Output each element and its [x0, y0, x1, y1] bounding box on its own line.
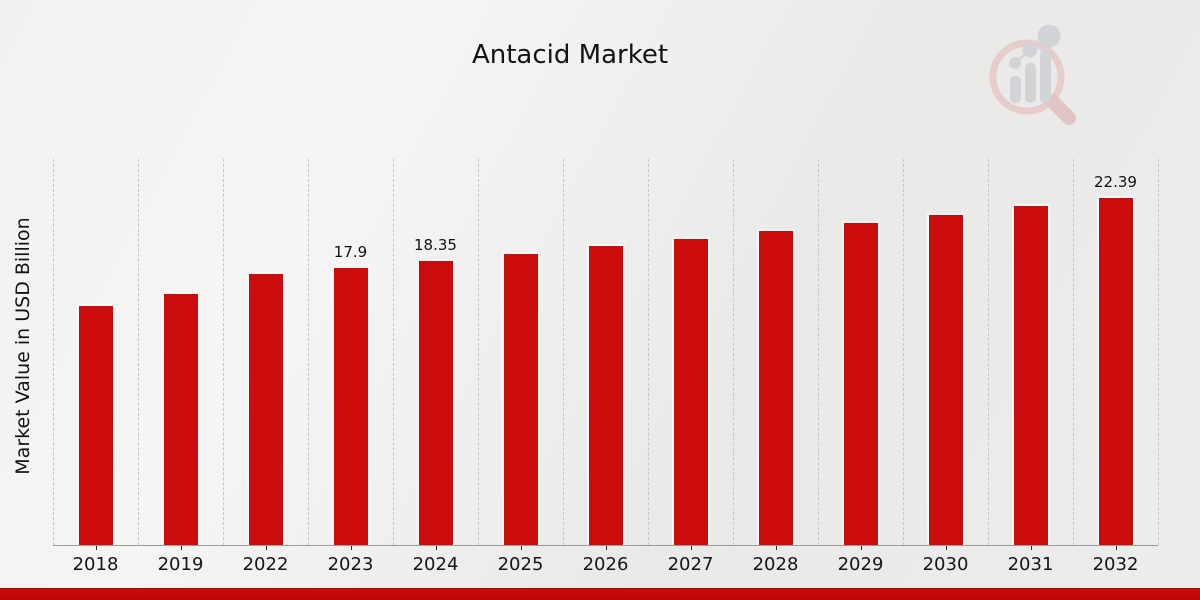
bar-2030 [926, 213, 965, 545]
magnifier-bar-chart-logo-icon [989, 24, 1076, 125]
bar-2029 [841, 221, 880, 545]
bar-2028 [756, 229, 795, 545]
bar-2026 [586, 244, 625, 545]
x-axis-line [53, 545, 1158, 546]
x-tick-label-2025: 2025 [497, 554, 544, 575]
bar-2019 [161, 292, 200, 545]
x-axis-tick [775, 546, 777, 550]
x-tick-label-2031: 2031 [1007, 554, 1054, 575]
y-axis-label: Market Value in USD Billion [12, 217, 34, 475]
bar-2022 [246, 272, 285, 545]
bar-2018 [76, 304, 115, 545]
bar-value-label: 18.35 [414, 236, 457, 254]
x-tick-label-2027: 2027 [667, 554, 714, 575]
x-tick-label-2029: 2029 [837, 554, 884, 575]
gridline [818, 159, 819, 545]
x-axis-tick [860, 546, 862, 550]
plot-area: 2018 2019 2022 17.9 2023 18.35 2024 2025 2026 202… [53, 159, 1159, 575]
gridline [1158, 159, 1159, 545]
x-axis-tick [435, 546, 437, 550]
gridline [563, 159, 564, 545]
gridline [903, 159, 904, 545]
x-tick-label-2024: 2024 [412, 554, 459, 575]
x-axis-tick [605, 546, 607, 550]
bar-chart-glyph [1010, 49, 1051, 103]
x-tick-label-2018: 2018 [72, 554, 119, 575]
x-axis-tick [945, 546, 947, 550]
x-axis-tick [1115, 546, 1117, 550]
x-tick-label-2026: 2026 [582, 554, 629, 575]
bar-value-label: 22.39 [1094, 173, 1137, 191]
x-axis-tick [520, 546, 522, 550]
magnifier-icon [989, 39, 1076, 125]
x-axis-tick [690, 546, 692, 550]
x-tick-label-2022: 2022 [242, 554, 289, 575]
bar-2025 [501, 252, 540, 545]
chart-title: Antacid Market [471, 40, 669, 70]
gridline [478, 159, 479, 545]
gridline [308, 159, 309, 545]
gridline [1073, 159, 1074, 545]
x-tick-label-2032: 2032 [1092, 554, 1139, 575]
x-axis-tick [1030, 546, 1032, 550]
gridline [988, 159, 989, 545]
x-tick-label-2030: 2030 [922, 554, 969, 575]
bar-2027 [671, 237, 710, 545]
x-axis-tick [350, 546, 352, 550]
gridline [648, 159, 649, 545]
x-tick-label-2028: 2028 [752, 554, 799, 575]
gridline [393, 159, 394, 545]
bar-2024 [416, 259, 455, 545]
bar-value-label: 17.9 [333, 243, 368, 261]
x-tick-label-2023: 2023 [327, 554, 374, 575]
gridline [223, 159, 224, 545]
x-axis-tick [95, 546, 97, 550]
bar-2032 [1096, 196, 1135, 545]
footer-band [0, 588, 1200, 600]
gridline [733, 159, 734, 545]
gridline [53, 159, 54, 545]
gridline [138, 159, 139, 545]
trend-line-glyph [1009, 24, 1061, 69]
x-tick-label-2019: 2019 [157, 554, 204, 575]
x-axis-tick [180, 546, 182, 550]
bar-2023 [331, 266, 370, 545]
x-axis-tick [265, 546, 267, 550]
bar-2031 [1011, 204, 1050, 545]
